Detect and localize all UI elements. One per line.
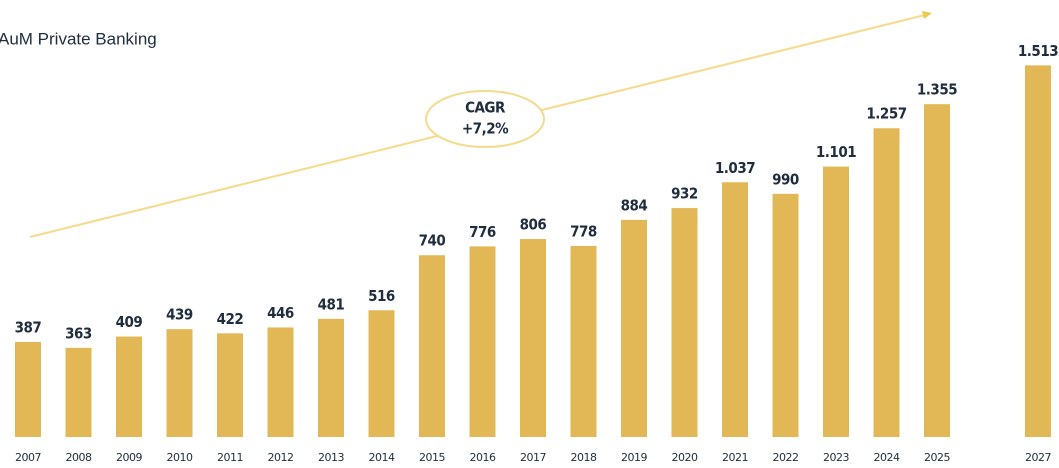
bar xyxy=(267,327,294,437)
cagr-badge xyxy=(425,90,545,148)
x-tick-label: 2012 xyxy=(268,451,294,464)
value-label: 387 xyxy=(15,318,42,336)
value-label: 363 xyxy=(65,324,92,342)
x-tick-label: 2018 xyxy=(571,451,597,464)
value-label: 806 xyxy=(520,216,547,234)
value-label: 932 xyxy=(671,185,698,203)
x-tick-label: 2017 xyxy=(520,451,546,464)
value-label: 1.355 xyxy=(917,81,957,99)
value-label: 1.037 xyxy=(715,159,755,177)
value-label: 778 xyxy=(570,222,597,240)
bar xyxy=(469,246,496,437)
bar xyxy=(823,166,849,437)
chart-title: AuM Private Banking xyxy=(0,29,157,48)
value-label: 439 xyxy=(166,306,193,324)
value-label: 884 xyxy=(621,196,648,214)
x-tick-label: 2019 xyxy=(621,451,647,464)
x-tick-label: 2024 xyxy=(874,451,900,464)
value-label: 740 xyxy=(419,232,446,250)
x-tick-label: 2015 xyxy=(419,451,445,464)
x-tick-label: 2027 xyxy=(1025,451,1051,464)
annotation: CAGR xyxy=(465,99,506,117)
bar xyxy=(671,208,698,437)
value-label: 1.513 xyxy=(1018,42,1058,60)
x-tick-label: 2016 xyxy=(470,451,496,464)
bar xyxy=(772,193,799,437)
bar xyxy=(15,341,41,437)
arrow-head xyxy=(922,11,932,19)
bar xyxy=(520,239,546,437)
x-tick-label: 2007 xyxy=(15,451,41,464)
x-tick-label: 2014 xyxy=(369,451,395,464)
bar xyxy=(873,128,900,437)
value-label: 481 xyxy=(318,295,345,313)
bar xyxy=(318,318,344,437)
bar xyxy=(116,336,142,437)
annotation: +7,2% xyxy=(462,120,509,138)
bar xyxy=(1025,65,1051,437)
value-label: 422 xyxy=(217,310,244,328)
value-label: 990 xyxy=(772,170,799,188)
bar xyxy=(368,310,395,437)
x-tick-label: 2009 xyxy=(116,451,142,464)
x-tick-label: 2008 xyxy=(66,451,92,464)
value-label: 446 xyxy=(267,304,294,322)
x-tick-label: 2025 xyxy=(924,451,950,464)
x-tick-label: 2023 xyxy=(823,451,849,464)
bar xyxy=(65,347,92,437)
bar xyxy=(217,333,243,437)
bar xyxy=(924,104,950,437)
value-label: 516 xyxy=(368,287,395,305)
bar xyxy=(722,182,748,437)
x-tick-label: 2011 xyxy=(217,451,243,464)
x-tick-label: 2020 xyxy=(672,451,698,464)
x-tick-label: 2013 xyxy=(318,451,344,464)
value-label: 776 xyxy=(469,223,496,241)
value-label: 409 xyxy=(116,313,143,331)
x-tick-label: 2021 xyxy=(722,451,748,464)
value-label: 1.257 xyxy=(866,105,906,123)
bar xyxy=(419,255,445,437)
x-tick-label: 2022 xyxy=(773,451,799,464)
bar xyxy=(570,245,597,437)
x-tick-label: 2010 xyxy=(167,451,193,464)
bar xyxy=(621,219,647,437)
bar xyxy=(166,329,193,437)
value-label: 1.101 xyxy=(816,143,856,161)
